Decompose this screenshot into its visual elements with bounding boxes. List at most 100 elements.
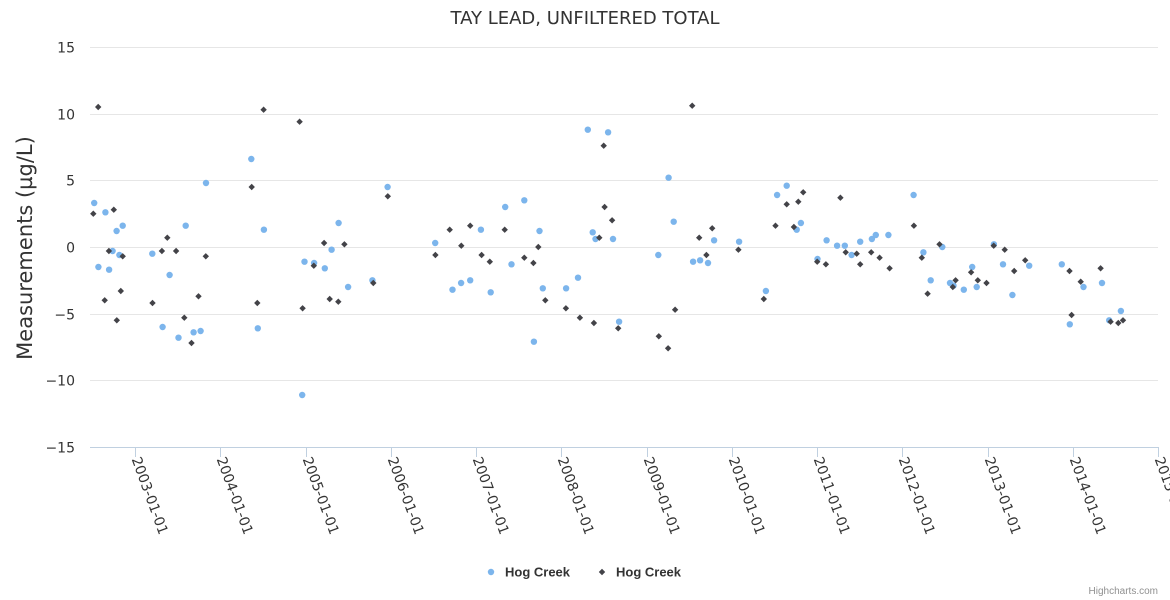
- data-point-diamond[interactable]: [1097, 265, 1104, 272]
- data-point-circle[interactable]: [95, 263, 102, 271]
- data-point-diamond[interactable]: [709, 225, 716, 232]
- data-point-circle[interactable]: [449, 286, 456, 293]
- data-point-diamond[interactable]: [800, 189, 807, 196]
- data-point-diamond[interactable]: [188, 339, 195, 347]
- data-point-circle[interactable]: [704, 259, 712, 267]
- data-point-diamond[interactable]: [117, 287, 124, 295]
- data-point-diamond[interactable]: [149, 299, 156, 307]
- data-point-diamond[interactable]: [158, 247, 166, 255]
- data-point-circle[interactable]: [384, 183, 391, 191]
- data-point-circle[interactable]: [689, 258, 697, 265]
- data-point-diamond[interactable]: [320, 239, 328, 247]
- data-point-diamond[interactable]: [164, 234, 171, 241]
- data-point-diamond[interactable]: [600, 142, 607, 149]
- data-point-diamond[interactable]: [1068, 311, 1075, 319]
- data-point-diamond[interactable]: [886, 265, 893, 272]
- data-point-circle[interactable]: [467, 277, 474, 284]
- data-point-circle[interactable]: [823, 237, 830, 244]
- data-point-diamond[interactable]: [181, 314, 188, 321]
- data-point-circle[interactable]: [665, 174, 672, 181]
- data-point-circle[interactable]: [477, 226, 485, 233]
- data-point-circle[interactable]: [574, 274, 582, 281]
- data-point-circle[interactable]: [1098, 279, 1106, 287]
- data-point-diamond[interactable]: [735, 246, 742, 253]
- data-point-circle[interactable]: [973, 283, 980, 291]
- data-point-circle[interactable]: [105, 266, 113, 273]
- data-point-circle[interactable]: [1009, 291, 1016, 299]
- data-point-diamond[interactable]: [783, 201, 790, 208]
- data-point-circle[interactable]: [301, 258, 308, 265]
- data-point-circle[interactable]: [848, 251, 855, 259]
- legend[interactable]: Hog Creek Hog Creek: [487, 565, 682, 580]
- data-point-diamond[interactable]: [1011, 267, 1018, 275]
- data-point-circle[interactable]: [609, 235, 617, 243]
- data-point-diamond[interactable]: [974, 277, 981, 284]
- data-point-diamond[interactable]: [949, 283, 956, 291]
- data-point-diamond[interactable]: [596, 234, 603, 241]
- data-point-circle[interactable]: [119, 222, 126, 229]
- data-point-diamond[interactable]: [703, 251, 710, 259]
- data-point-circle[interactable]: [202, 179, 210, 187]
- data-point-diamond[interactable]: [95, 103, 102, 111]
- data-point-circle[interactable]: [735, 238, 743, 245]
- data-point-circle[interactable]: [508, 261, 515, 268]
- data-point-diamond[interactable]: [952, 277, 959, 284]
- data-point-diamond[interactable]: [101, 297, 108, 304]
- data-point-circle[interactable]: [328, 246, 335, 253]
- data-point-diamond[interactable]: [760, 295, 767, 303]
- data-point-circle[interactable]: [260, 226, 268, 233]
- data-point-diamond[interactable]: [299, 305, 306, 312]
- data-point-diamond[interactable]: [432, 251, 439, 259]
- data-point-diamond[interactable]: [446, 226, 453, 233]
- data-point-diamond[interactable]: [1115, 319, 1122, 327]
- data-point-circle[interactable]: [166, 271, 173, 279]
- data-point-circle[interactable]: [248, 155, 255, 163]
- data-point-circle[interactable]: [1058, 261, 1066, 268]
- data-point-circle[interactable]: [910, 191, 917, 199]
- data-point-diamond[interactable]: [1077, 278, 1084, 285]
- data-point-circle[interactable]: [670, 218, 677, 225]
- data-point-circle[interactable]: [773, 191, 781, 199]
- data-point-diamond[interactable]: [254, 299, 261, 307]
- data-point-diamond[interactable]: [918, 254, 925, 261]
- data-point-circle[interactable]: [1117, 307, 1125, 315]
- data-point-circle[interactable]: [299, 391, 306, 399]
- data-point-diamond[interactable]: [486, 258, 493, 265]
- data-point-circle[interactable]: [457, 279, 465, 287]
- data-point-diamond[interactable]: [790, 223, 798, 231]
- data-point-diamond[interactable]: [326, 295, 333, 303]
- data-point-circle[interactable]: [254, 325, 261, 332]
- data-point-diamond[interactable]: [105, 247, 113, 255]
- data-point-circle[interactable]: [562, 285, 570, 292]
- data-point-diamond[interactable]: [542, 297, 549, 304]
- data-point-diamond[interactable]: [936, 241, 943, 248]
- data-point-diamond[interactable]: [910, 222, 918, 229]
- data-point-diamond[interactable]: [113, 317, 120, 324]
- data-point-circle[interactable]: [584, 126, 591, 133]
- data-point-diamond[interactable]: [478, 251, 485, 259]
- data-point-circle[interactable]: [696, 257, 704, 264]
- data-point-diamond[interactable]: [1066, 267, 1073, 275]
- data-point-diamond[interactable]: [562, 305, 570, 312]
- data-point-diamond[interactable]: [458, 242, 465, 249]
- data-point-diamond[interactable]: [857, 261, 864, 268]
- data-point-diamond[interactable]: [576, 314, 584, 321]
- data-point-circle[interactable]: [969, 263, 976, 271]
- data-point-circle[interactable]: [615, 318, 623, 325]
- data-point-diamond[interactable]: [384, 193, 391, 200]
- data-point-diamond[interactable]: [341, 241, 348, 248]
- data-point-diamond[interactable]: [868, 249, 875, 256]
- data-point-diamond[interactable]: [248, 183, 255, 191]
- data-point-circle[interactable]: [109, 247, 116, 255]
- data-point-diamond[interactable]: [601, 203, 608, 211]
- data-point-circle[interactable]: [159, 323, 166, 331]
- data-point-circle[interactable]: [1026, 262, 1033, 269]
- data-point-circle[interactable]: [783, 182, 790, 189]
- data-point-circle[interactable]: [999, 261, 1007, 268]
- data-point-circle[interactable]: [1066, 321, 1074, 328]
- data-point-diamond[interactable]: [853, 250, 860, 257]
- data-point-diamond[interactable]: [795, 198, 802, 205]
- data-point-circle[interactable]: [521, 197, 528, 204]
- data-point-circle[interactable]: [197, 327, 204, 335]
- data-point-diamond[interactable]: [172, 247, 180, 255]
